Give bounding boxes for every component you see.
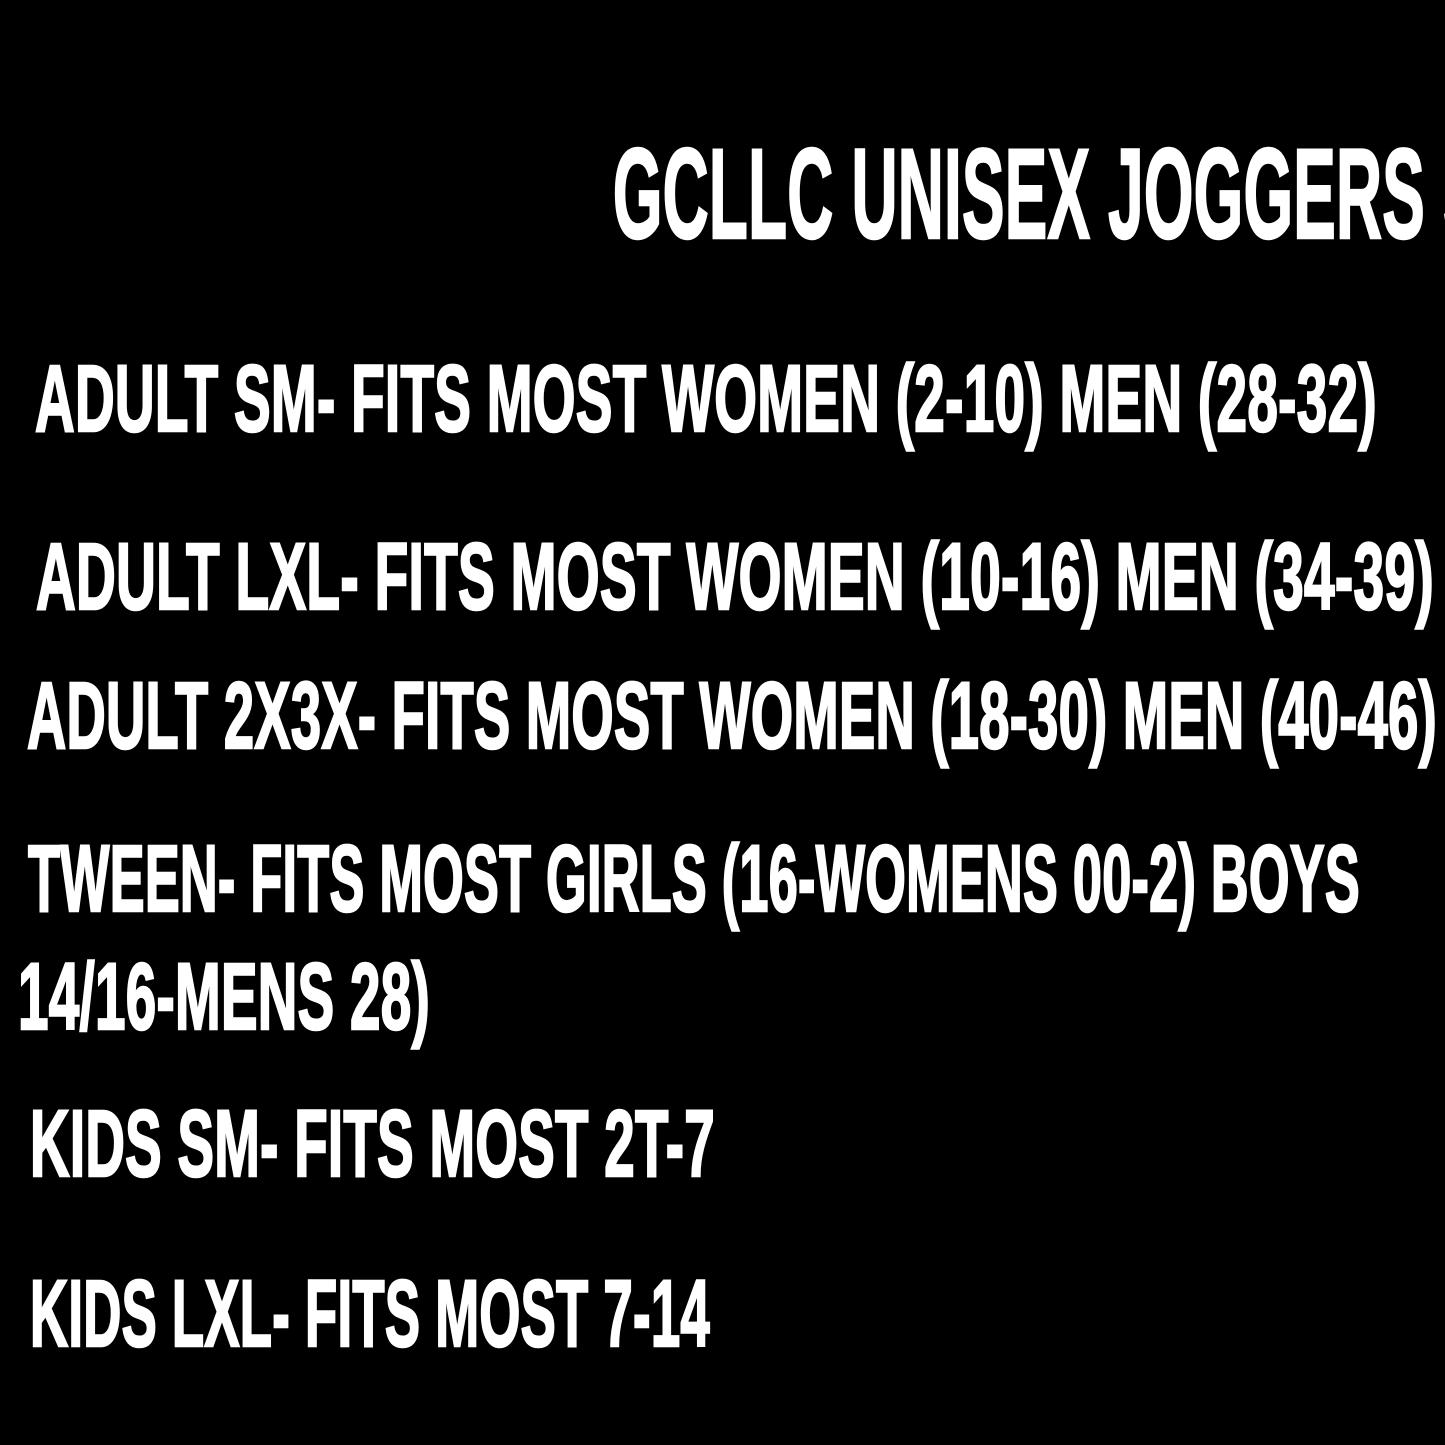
size-line-adult-2x3x: ADULT 2X3X- FITS MOST WOMEN (18-30) MEN … bbox=[26, 663, 1445, 769]
size-line-adult-sm-text: ADULT SM- FITS MOST WOMEN (2-10) MEN (28… bbox=[34, 346, 1377, 452]
size-line-kids-lxl: KIDS LXL- FITS MOST 7-14 bbox=[29, 1261, 1256, 1367]
page-title-text: GCLLC UNISEX JOGGERS SIZE CHART bbox=[612, 123, 1445, 266]
size-line-adult-sm: ADULT SM- FITS MOST WOMEN (2-10) MEN (28… bbox=[34, 346, 1445, 452]
size-line-tween: TWEEN- FITS MOST GIRLS (16-WOMENS 00-2) … bbox=[27, 826, 1445, 932]
size-line-adult-lxl: ADULT LXL- FITS MOST WOMEN (10-16) MEN (… bbox=[35, 524, 1445, 630]
size-line-tween-text: TWEEN- FITS MOST GIRLS (16-WOMENS 00-2) … bbox=[27, 826, 1360, 932]
size-line-kids-lxl-text: KIDS LXL- FITS MOST 7-14 bbox=[29, 1261, 711, 1367]
size-line-adult-lxl-text: ADULT LXL- FITS MOST WOMEN (10-16) MEN (… bbox=[35, 524, 1434, 630]
size-line-kids-sm-text: KIDS SM- FITS MOST 2T-7 bbox=[29, 1091, 715, 1197]
size-line-tween-continued-text: 14/16-MENS 28) bbox=[17, 944, 430, 1050]
size-line-tween-continued: 14/16-MENS 28) bbox=[17, 944, 733, 1050]
page-title: GCLLC UNISEX JOGGERS SIZE CHART bbox=[0, 123, 1445, 266]
size-line-kids-sm: KIDS SM- FITS MOST 2T-7 bbox=[29, 1091, 1219, 1197]
size-line-adult-2x3x-text: ADULT 2X3X- FITS MOST WOMEN (18-30) MEN … bbox=[26, 663, 1437, 769]
